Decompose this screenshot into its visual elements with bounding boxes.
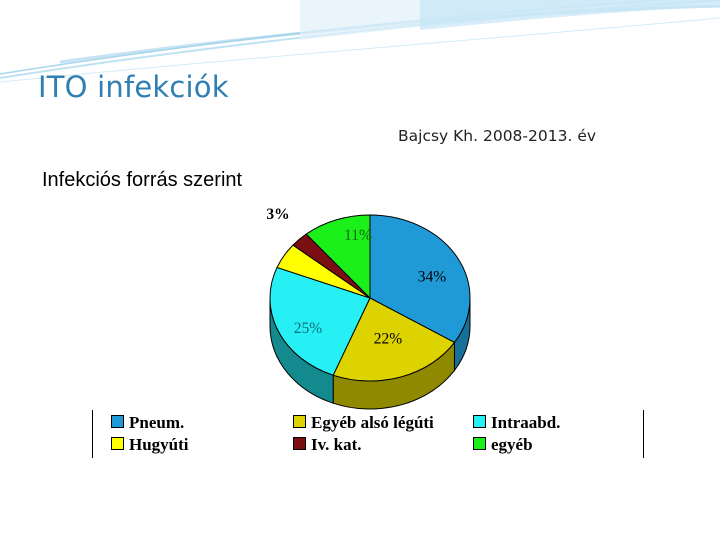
chart-legend: Pneum. Egyéb alsó légúti Intraabd. Hugyú… — [92, 410, 644, 458]
pie-data-label-intraabd: 25% — [294, 320, 323, 337]
legend-swatch-egyeb-also-leguti — [293, 415, 306, 428]
pie-slice-intraabd — [269, 266, 371, 376]
pie-data-label-egyeb: 11% — [344, 227, 372, 244]
pie-data-label-egyeb-also-leguti: 22% — [374, 331, 403, 348]
slide-title: ITO infekciók — [38, 70, 229, 104]
legend-swatch-intraabd — [473, 415, 486, 428]
legend-swatch-egyeb — [473, 437, 486, 450]
legend-swatch-pneum — [111, 415, 124, 428]
chart-title: Infekciós forrás szerint — [42, 169, 243, 191]
legend-swatch-iv-kat — [293, 437, 306, 450]
legend-label-hugyuti: Hugyúti — [129, 435, 189, 454]
slide-subtitle: Bajcsy Kh. 2008-2013. év — [398, 127, 597, 145]
pie-data-label-pneum: 34% — [418, 268, 447, 285]
legend-item-hugyuti: Hugyúti — [111, 435, 189, 455]
legend-item-pneum: Pneum. — [111, 413, 184, 433]
pie-data-label-iv-kat: 3% — [266, 206, 289, 223]
legend-label-pneum: Pneum. — [129, 413, 185, 432]
legend-item-iv-kat: Iv. kat. — [293, 435, 362, 455]
legend-label-intraabd: Intraabd. — [491, 413, 561, 432]
legend-label-egyeb-also-leguti: Egyéb alsó légúti — [311, 413, 434, 432]
legend-item-egyeb: egyéb — [473, 435, 533, 455]
header-swoosh-decoration — [0, 0, 720, 83]
legend-label-egyeb: egyéb — [491, 435, 533, 454]
pie-slice-egyeb — [305, 214, 371, 300]
legend-item-intraabd: Intraabd. — [473, 413, 560, 433]
legend-swatch-hugyuti — [111, 437, 124, 450]
pie-slice-egyeb-also-leguti — [332, 297, 456, 382]
legend-item-egyeb-also-leguti: Egyéb alsó légúti — [293, 413, 434, 433]
legend-label-iv-kat: Iv. kat. — [311, 435, 362, 454]
